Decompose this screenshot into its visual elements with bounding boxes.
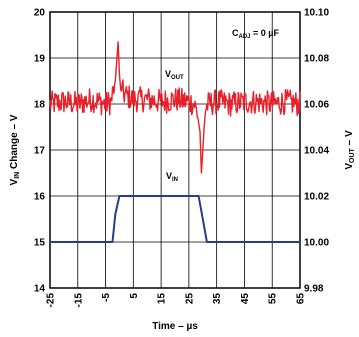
tick-labels: 20 19 18 17 16 15 14 10.10 10.08 10.06 10.04 10.02 1… bbox=[34, 8, 330, 308]
y-axis-right-title: VOUT – V bbox=[344, 130, 356, 170]
y-left-tick-label: 20 bbox=[34, 8, 46, 19]
y-right-tick-label: 10.08 bbox=[304, 54, 329, 65]
x-tick-label: 15 bbox=[157, 293, 168, 305]
annotation-cadj: CADJ = 0 µF bbox=[232, 28, 279, 40]
series-line-vout bbox=[49, 41, 301, 174]
y-left-tick-label: 18 bbox=[34, 100, 46, 111]
y-right-tick-label: 10.02 bbox=[304, 192, 329, 203]
x-tick-label: 65 bbox=[296, 293, 307, 305]
x-tick-label: -15 bbox=[73, 293, 84, 308]
plot-frame bbox=[49, 11, 301, 289]
y-right-tick-label: 9.98 bbox=[304, 284, 324, 295]
y-left-tick-label: 15 bbox=[34, 238, 46, 249]
x-tick-label: 55 bbox=[268, 293, 279, 305]
y-right-tick-label: 10.00 bbox=[304, 238, 329, 249]
y-left-tick-label: 19 bbox=[34, 54, 46, 65]
annotation-vin: VIN bbox=[166, 171, 178, 183]
y-left-tick-label: 17 bbox=[34, 146, 46, 157]
y-left-tick-label: 14 bbox=[34, 284, 46, 295]
x-tick-label: -5 bbox=[101, 293, 112, 302]
series-layer bbox=[49, 41, 301, 243]
x-tick-label: -25 bbox=[46, 293, 57, 308]
y-right-tick-label: 10.06 bbox=[304, 100, 329, 111]
x-tick-label: 35 bbox=[212, 293, 223, 305]
x-tick-label: 5 bbox=[129, 293, 140, 299]
series-line-vin bbox=[50, 195, 300, 243]
y-right-tick-label: 10.10 bbox=[304, 8, 329, 19]
y-right-tick-label: 10.04 bbox=[304, 146, 329, 157]
x-tick-label: 25 bbox=[184, 293, 195, 305]
y-axis-left-title: VIN Change – V bbox=[9, 114, 21, 185]
annotation-vout: VOUT bbox=[165, 69, 184, 81]
x-axis-title: Time – µs bbox=[152, 321, 198, 332]
grid bbox=[50, 12, 300, 288]
x-tick-label: 45 bbox=[240, 293, 251, 305]
y-left-tick-label: 16 bbox=[34, 192, 46, 203]
